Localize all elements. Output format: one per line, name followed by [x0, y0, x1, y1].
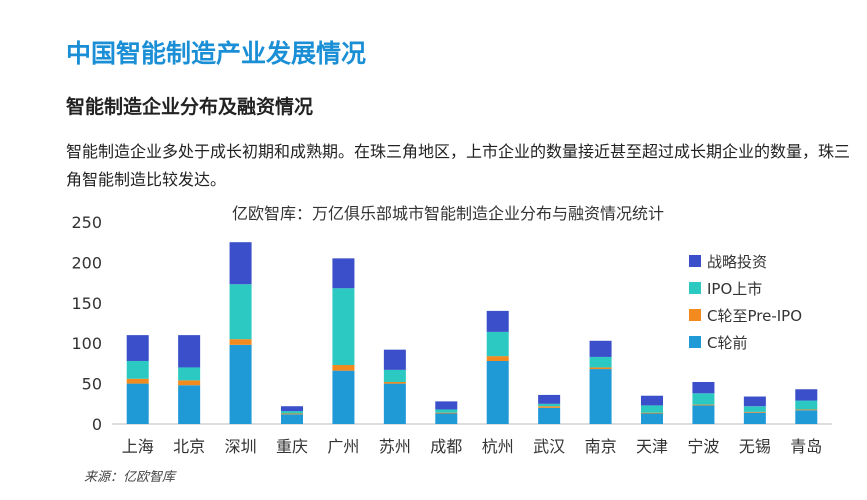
bar-segment [589, 369, 612, 424]
bar-segment [692, 393, 715, 405]
bar-segment [692, 404, 715, 406]
bar-segment [641, 395, 663, 406]
bar-segment [743, 411, 766, 413]
x-tick-label: 天津 [636, 437, 668, 456]
y-tick-label: 0 [92, 415, 102, 434]
bar-segment [589, 367, 612, 370]
bar-segment [332, 370, 355, 424]
y-tick-label: 200 [71, 253, 102, 272]
legend-label: C轮前 [707, 334, 747, 352]
legend-label: 战略投资 [707, 253, 767, 271]
bar-segment [383, 349, 406, 370]
bar-segment [229, 339, 252, 345]
bar-segment [178, 335, 201, 368]
bar-segment [538, 407, 561, 424]
bar-segment [383, 369, 406, 382]
x-tick-label: 青岛 [790, 437, 822, 456]
bar-segment [795, 389, 818, 401]
bar-segment [332, 288, 355, 366]
legend-label: IPO上市 [707, 280, 762, 298]
bar-segment [332, 258, 355, 289]
bar-segment [486, 310, 509, 332]
y-tick-label: 150 [71, 294, 102, 313]
bar-segment [743, 406, 766, 412]
bar-segment [795, 410, 818, 424]
section-title: 智能制造企业分布及融资情况 [66, 96, 314, 118]
y-tick-label: 50 [82, 375, 102, 394]
description-text: 智能制造企业多处于成长初期和成熟期。在珠三角地区，上市企业的数量接近甚至超过成长… [66, 142, 851, 189]
bar-segment [126, 383, 149, 424]
x-tick-label: 武汉 [533, 437, 565, 456]
bar-segment [692, 405, 715, 424]
x-tick-label: 宁波 [687, 437, 719, 456]
x-tick-label: 成都 [430, 437, 462, 456]
legend-label: C轮至Pre-IPO [707, 307, 802, 325]
bar-segment [281, 406, 303, 412]
bar-segment [332, 365, 355, 371]
x-tick-label: 无锡 [739, 437, 771, 456]
source-note: 来源：亿欧智库 [84, 470, 176, 485]
bar-segment [486, 356, 509, 361]
bar-segment [538, 403, 561, 407]
chart-title: 亿欧智库：万亿俱乐部城市智能制造企业分布与融资情况统计 [232, 204, 664, 223]
bar-segment [281, 413, 303, 415]
bar-segment [538, 406, 561, 408]
bar-segment [641, 413, 663, 424]
bar-segment [589, 356, 612, 368]
bar-segment [126, 335, 149, 361]
bar-segment [178, 367, 201, 381]
legend-swatch [689, 336, 701, 348]
bar-segment [435, 409, 458, 413]
bar-segment [281, 411, 303, 414]
bar-segment [178, 385, 201, 424]
bar-segment [281, 414, 303, 424]
bar-segment [435, 412, 458, 414]
bar-segment [126, 378, 149, 384]
bar-segment [538, 394, 561, 404]
bar-segment [589, 340, 612, 357]
y-tick-label: 250 [71, 213, 102, 232]
bar-segment [743, 412, 766, 424]
bar-segment [229, 284, 252, 340]
x-tick-label: 苏州 [379, 437, 411, 456]
bar-segment [486, 331, 509, 357]
bar-segment [383, 383, 406, 424]
x-tick-label: 北京 [173, 437, 205, 456]
bar-segment [178, 380, 201, 386]
bar-segment [641, 405, 663, 413]
x-tick-label: 重庆 [276, 437, 308, 456]
x-tick-label: 深圳 [225, 437, 257, 456]
bar-segment [743, 396, 766, 407]
page-title: 中国智能制造产业发展情况 [66, 39, 367, 68]
x-tick-label: 上海 [122, 437, 154, 456]
x-tick-label: 广州 [327, 437, 359, 456]
bar-segment [486, 360, 509, 424]
bar-segment [641, 412, 663, 414]
bar-segment [229, 344, 252, 424]
legend-swatch [689, 282, 701, 294]
bar-segment [229, 242, 252, 285]
legend-swatch [689, 255, 701, 267]
bar-segment [795, 400, 818, 410]
x-tick-label: 南京 [585, 437, 617, 456]
bar-segment [795, 409, 818, 411]
x-tick-label: 杭州 [482, 437, 514, 456]
y-tick-label: 100 [71, 334, 102, 353]
bar-segment [383, 381, 406, 384]
bar-segment [435, 401, 458, 410]
bar-segment [692, 381, 715, 394]
bar-segment [126, 360, 149, 379]
bar-segment [435, 413, 458, 424]
legend-swatch [689, 309, 701, 321]
